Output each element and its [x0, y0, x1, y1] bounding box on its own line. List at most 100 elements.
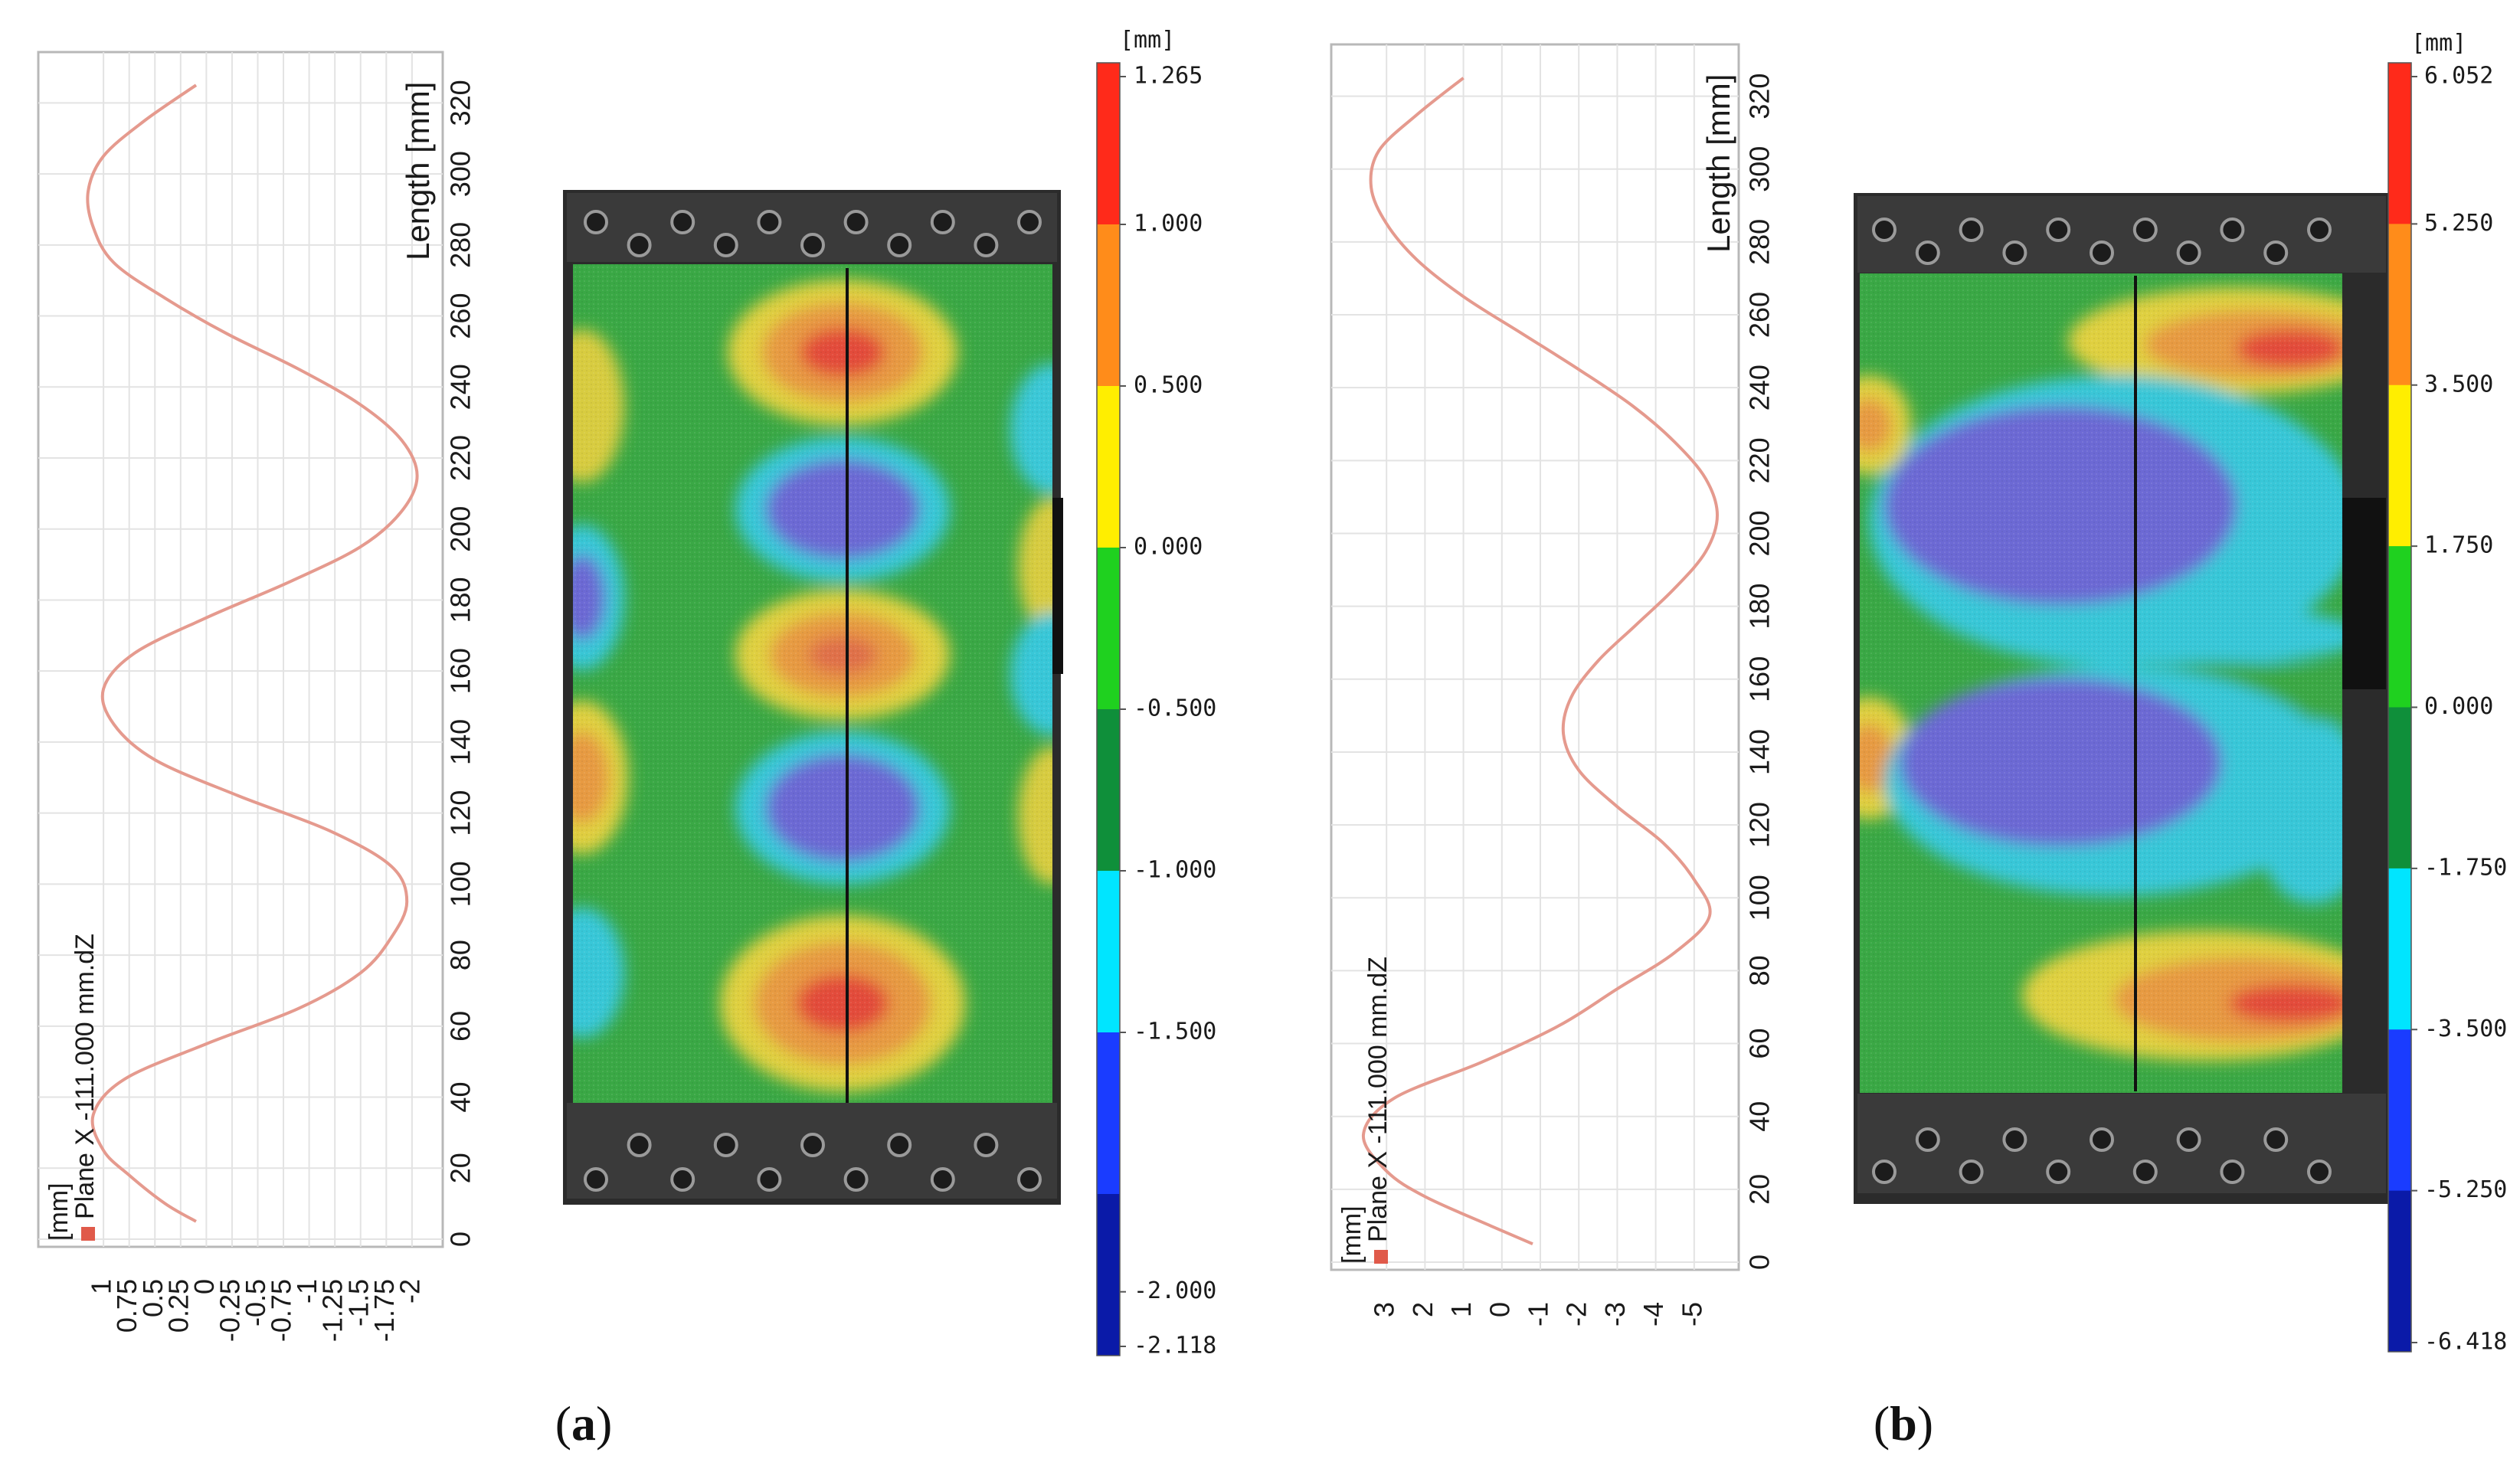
colorbar-segment [1097, 1032, 1120, 1195]
colorbar-segment [1097, 224, 1120, 387]
colorbar-label: 3.500 [2424, 371, 2493, 397]
dz-tick-label: -0.25 [214, 1279, 245, 1342]
colorbar-label: -6.418 [2424, 1329, 2507, 1356]
dz-tick-label: -1 [1523, 1302, 1554, 1326]
bolt [2307, 218, 2332, 242]
legend-label: Plane X -111.000 mm.dZ [70, 934, 100, 1219]
dz-tick-label: 0 [1484, 1302, 1515, 1317]
colorbar-segment [2388, 224, 2411, 386]
colorbar-label: 1.750 [2424, 532, 2493, 559]
bolt [2046, 218, 2071, 242]
colorbar-label: -1.750 [2424, 854, 2507, 881]
length-axis: 0 20 40 60 80 100 120 140 160 180 200 220 240 260 280 3… [1744, 74, 1775, 1270]
length-tick-label: 0 [1744, 1254, 1775, 1270]
bolt [627, 233, 652, 257]
legend-swatch [1374, 1250, 1388, 1264]
colorbar-label: -2.118 [1134, 1333, 1216, 1359]
dz-axis: 10.750.50.250-0.25-0.5-0.75-1-1.25-1.5-1… [86, 1279, 426, 1342]
bolt [2090, 1127, 2114, 1152]
length-tick-label: 200 [445, 506, 476, 552]
length-tick-label: 300 [445, 151, 476, 197]
bolt [930, 210, 955, 234]
colorbar-unit: [mm] [1120, 27, 1175, 54]
colorbar-segment [2388, 546, 2411, 708]
colorbar-label: -2.000 [1134, 1277, 1216, 1304]
legend: [mm] Plane X -111.000 mm.dZ [1337, 957, 1393, 1264]
length-tick-label: 200 [1744, 510, 1775, 556]
dz-tick-label: 1 [86, 1279, 117, 1294]
length-tick-label: 40 [1744, 1101, 1775, 1132]
dz-tick-label: -4 [1638, 1302, 1669, 1326]
bolt [2002, 240, 2027, 265]
unit-label: [mm] [44, 1183, 74, 1241]
dz-tick-label: -1 [291, 1279, 322, 1304]
bolt [2090, 240, 2114, 265]
bolt [757, 1167, 782, 1192]
dz-tick-label: -0.75 [266, 1279, 297, 1342]
dz-tick-label: -3 [1599, 1302, 1631, 1326]
bolt [2176, 240, 2201, 265]
bolt [713, 233, 738, 257]
bolt [887, 233, 912, 257]
bolt [1017, 210, 1042, 234]
bolt [2002, 1127, 2027, 1152]
gridlines [38, 52, 443, 1247]
colorbar-label: -5.250 [2424, 1176, 2507, 1203]
colorbar-label: 1.265 [1134, 63, 1203, 90]
bolt [2176, 1127, 2201, 1152]
side-gap [2340, 498, 2386, 689]
dz-tick-label: 2 [1407, 1302, 1438, 1317]
dz-tick-label: -2 [394, 1279, 425, 1304]
dz-axis: 3 2 1 0 -1 -2 -3 -4 -5 [1369, 1302, 1708, 1326]
caption-a: (a) [555, 1396, 613, 1451]
colorbar-label: -1.000 [1134, 857, 1216, 884]
length-axis-title: Length [mm] [400, 82, 436, 260]
caption-b: (b) [1874, 1396, 1933, 1451]
bolt [627, 1133, 652, 1157]
colorbar-segment [1097, 709, 1120, 872]
length-axis-title: Length [mm] [1700, 74, 1736, 253]
dz-tick-label: -1.5 [342, 1279, 374, 1326]
dz-tick-label: -0.5 [240, 1279, 271, 1326]
displacement-contour [1860, 273, 2342, 1093]
colorbar-segment [1097, 386, 1120, 548]
panel-b-specimen-image [1854, 193, 2390, 1204]
colorbar-label: -1.500 [1134, 1019, 1216, 1045]
colorbar-label: 5.250 [2424, 210, 2493, 237]
bolt [1872, 218, 1897, 242]
length-tick-label: 60 [445, 1011, 476, 1042]
top-clamp [1857, 196, 2386, 273]
dz-tick-label: 1 [1445, 1302, 1477, 1317]
length-tick-label: 260 [445, 293, 476, 339]
bolt [670, 1167, 695, 1192]
dz-tick-label: -1.75 [368, 1279, 400, 1342]
panel-a-line-plot: 0 20 40 60 80 100 120 140 160 180 200 220 240 260 280 3… [37, 51, 476, 1342]
dz-tick-label: 0.75 [111, 1279, 142, 1333]
length-tick-label: 280 [445, 222, 476, 268]
dz-profile-line [86, 83, 419, 1223]
bolt [2132, 1160, 2158, 1184]
length-tick-label: 120 [445, 790, 476, 836]
length-tick-label: 80 [1744, 955, 1775, 986]
colorbar-label: -3.500 [2424, 1016, 2507, 1042]
dz-tick-label: -5 [1676, 1302, 1707, 1326]
length-tick-label: 120 [1744, 802, 1775, 848]
dz-profile-line [1361, 77, 1720, 1246]
clamp-bolts [584, 210, 1042, 1192]
length-tick-label: 20 [445, 1153, 476, 1183]
colorbar-segment [1097, 63, 1120, 225]
panel-b-colorbar: [mm] 6.052 5.250 3.500 1.750 0.000 -1.750 -3.5… [2387, 30, 2507, 1356]
bolt [1959, 1160, 1984, 1184]
bolt [1915, 240, 1940, 265]
colorbar-segment [1097, 871, 1120, 1033]
bolt [800, 233, 825, 257]
length-tick-label: 180 [445, 577, 476, 623]
length-tick-label: 260 [1744, 292, 1775, 338]
length-tick-label: 240 [1744, 365, 1775, 411]
length-tick-label: 100 [445, 861, 476, 907]
panel-a-colorbar: [mm] 1.265 1.000 0.500 0.000 -0.500 -1.000 -1.… [1096, 27, 1216, 1359]
length-tick-label: 320 [445, 80, 476, 126]
bolt [974, 233, 999, 257]
bolt [843, 1167, 869, 1192]
colorbar-segment [1097, 548, 1120, 710]
